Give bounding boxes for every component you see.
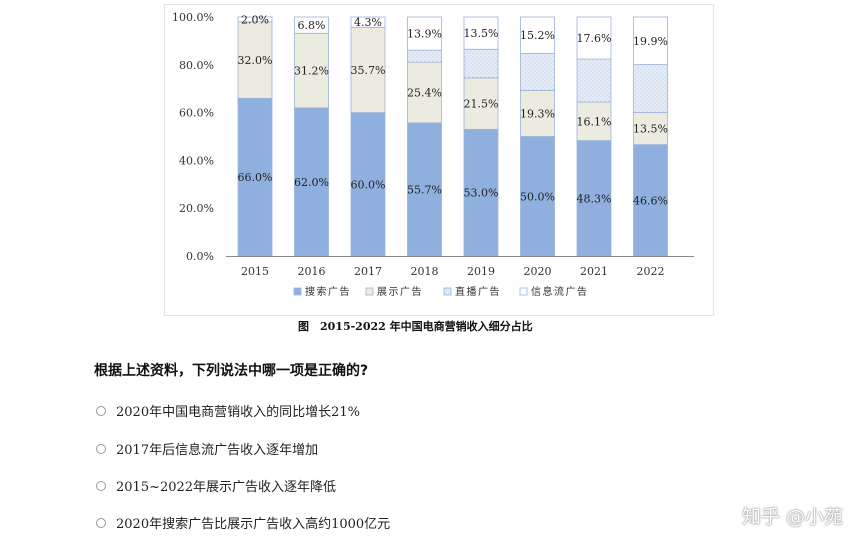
radio-button[interactable] (96, 480, 106, 491)
legend-label: 展示广告 (377, 285, 423, 298)
bar-segment (407, 16, 442, 51)
bar-segment (350, 26, 386, 113)
data-label: 17.6% (577, 32, 612, 45)
data-label: 19.9% (633, 35, 668, 48)
chart-caption: 图 2015-2022 年中国电商营销收入细分占比 (298, 320, 533, 333)
option-label: 2020年中国电商营销收入的同比增长21% (116, 405, 360, 420)
data-label: 46.6% (633, 194, 668, 207)
bar-segment (633, 144, 668, 257)
x-tick-label: 2021 (580, 265, 608, 278)
legend-swatch (443, 287, 452, 296)
data-label: 48.3% (577, 192, 612, 205)
bar-segment (633, 111, 668, 146)
data-label: 66.0% (238, 171, 273, 184)
radio-button[interactable] (96, 517, 106, 528)
radio-button[interactable] (96, 405, 106, 416)
bar-segment (294, 16, 329, 34)
legend-label: 直播广告 (455, 285, 501, 298)
option-b[interactable]: 2017年后信息流广告收入逐年增加 (96, 439, 318, 458)
data-label: 31.2% (294, 65, 329, 78)
bar-segment (463, 77, 499, 130)
bar-segment (576, 101, 612, 141)
bar-segment (350, 16, 386, 28)
x-tick-label: 2018 (411, 265, 439, 278)
x-tick-label: 2019 (467, 265, 495, 278)
bar-segment (576, 16, 612, 60)
bar-segment (237, 16, 273, 23)
data-label: 16.1% (577, 115, 612, 128)
question-text: 根据上述资料，下列说法中哪一项是正确的? (94, 363, 369, 379)
zhihu-watermark: 知乎 @小苑 (741, 506, 843, 528)
bar-segment (463, 16, 499, 50)
bar-segment (463, 128, 499, 257)
data-label: 21.5% (464, 98, 499, 111)
bar-segment (520, 52, 555, 91)
bar-segment (463, 48, 499, 79)
legend-label: 搜索广告 (305, 285, 351, 298)
bar-segment (520, 16, 555, 54)
bar-segment (633, 16, 668, 65)
data-label: 25.4% (407, 87, 442, 100)
x-tick-label: 2016 (298, 265, 326, 278)
legend-label: 信息流广告 (531, 285, 589, 298)
option-c[interactable]: 2015~2022年展示广告收入逐年降低 (96, 476, 336, 495)
option-a[interactable]: 2020年中国电商营销收入的同比增长21% (96, 401, 360, 420)
option-label: 2017年后信息流广告收入逐年增加 (116, 443, 319, 458)
x-tick-label: 2017 (354, 265, 382, 278)
legend-swatch (365, 287, 374, 296)
data-label: 15.2% (520, 29, 555, 42)
stacked-bar-chart: 0.0% 20.0% 40.0% 60.0% 80.0% 100.0% 66.0% 32.0… (172, 11, 694, 298)
bar-segment (520, 89, 555, 137)
option-d[interactable]: 2020年搜索广告比展示广告收入高约1000亿元 (96, 513, 390, 532)
data-label: 6.8% (298, 19, 326, 32)
bar-segment (520, 136, 555, 257)
option-label: 2020年搜索广告比展示广告收入高约1000亿元 (116, 517, 391, 532)
x-tick-label: 2015 (241, 265, 269, 278)
data-label: 53.0% (464, 187, 499, 200)
data-label: 62.0% (294, 176, 329, 189)
bar-segment (237, 97, 273, 257)
bar-segment (576, 140, 612, 257)
bar-segment (576, 58, 612, 103)
bar-segment (294, 107, 329, 257)
y-tick-label: 0.0% (186, 250, 214, 263)
data-label: 13.5% (464, 27, 499, 40)
x-tick-label: 2020 (524, 265, 552, 278)
data-label: 32.0% (238, 54, 273, 67)
data-label: 35.7% (351, 64, 386, 77)
y-tick-label: 40.0% (179, 154, 214, 167)
y-tick-label: 60.0% (179, 107, 214, 120)
data-label: 13.5% (633, 122, 668, 135)
radio-button[interactable] (96, 443, 106, 454)
data-label: 2.0% (241, 13, 269, 26)
data-label: 4.3% (354, 16, 382, 29)
y-tick-label: 20.0% (179, 202, 214, 215)
data-label: 55.7% (407, 183, 442, 196)
data-label: 60.0% (351, 178, 386, 191)
y-tick-label: 80.0% (179, 59, 214, 72)
bar-segment (633, 64, 668, 113)
legend-swatch (519, 287, 528, 296)
bar-segment (407, 49, 442, 63)
option-label: 2015~2022年展示广告收入逐年降低 (116, 480, 337, 495)
x-tick-label: 2022 (637, 265, 665, 278)
data-label: 13.9% (407, 28, 442, 41)
legend-swatch (293, 287, 302, 296)
y-tick-label: 100.0% (172, 11, 214, 24)
data-label: 50.0% (520, 190, 555, 203)
data-label: 19.3% (520, 107, 555, 120)
